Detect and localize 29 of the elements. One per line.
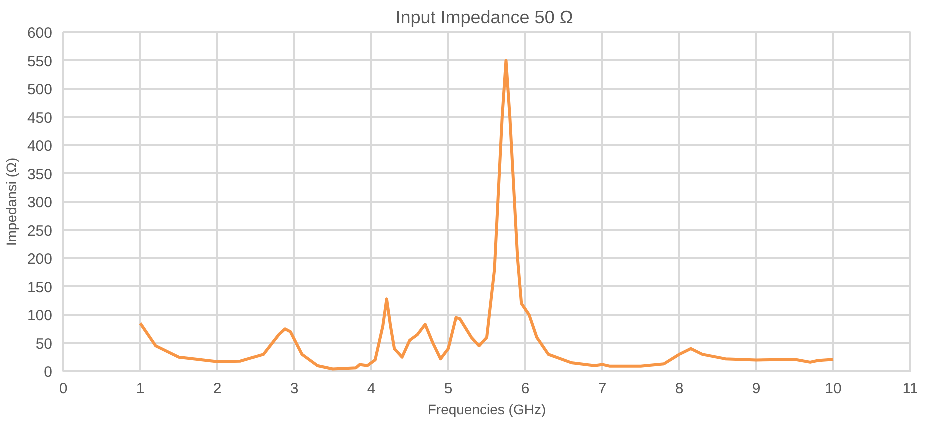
chart-title: Input Impedance 50 Ω — [396, 8, 574, 28]
y-tick-label: 200 — [27, 251, 53, 268]
x-tick-label: 6 — [521, 380, 530, 398]
y-tick-label: 50 — [36, 336, 53, 353]
x-tick-label: 4 — [367, 380, 376, 398]
x-tick-label: 1 — [136, 380, 145, 398]
y-tick-label: 450 — [27, 110, 53, 127]
y-tick-label: 550 — [27, 53, 53, 70]
x-tick-label: 0 — [59, 380, 68, 398]
y-tick-label: 0 — [44, 364, 52, 381]
line-series — [139, 59, 835, 371]
y-tick-label: 250 — [27, 222, 53, 240]
y-tick-label: 400 — [27, 138, 53, 155]
x-tick-label: 11 — [902, 380, 918, 398]
y-tick-label: 500 — [27, 82, 53, 98]
y-tick-label: 350 — [27, 166, 53, 184]
x-axis-title: Frequencies (GHz) — [428, 402, 546, 418]
y-tick-label: 600 — [27, 25, 53, 42]
y-axis-title: Impedansi (Ω) — [3, 158, 20, 246]
x-tick-label: 3 — [290, 380, 299, 398]
x-tick-label: 10 — [825, 380, 842, 398]
x-tick-label: 8 — [675, 380, 684, 398]
x-tick-label: 9 — [752, 380, 761, 398]
y-tick-label: 300 — [27, 194, 53, 212]
x-tick-label: 5 — [444, 380, 453, 398]
x-tick-label: 7 — [598, 380, 607, 398]
y-tick-label: 100 — [27, 308, 53, 324]
x-tick-label: 2 — [213, 380, 222, 398]
y-tick-label: 150 — [27, 279, 53, 296]
